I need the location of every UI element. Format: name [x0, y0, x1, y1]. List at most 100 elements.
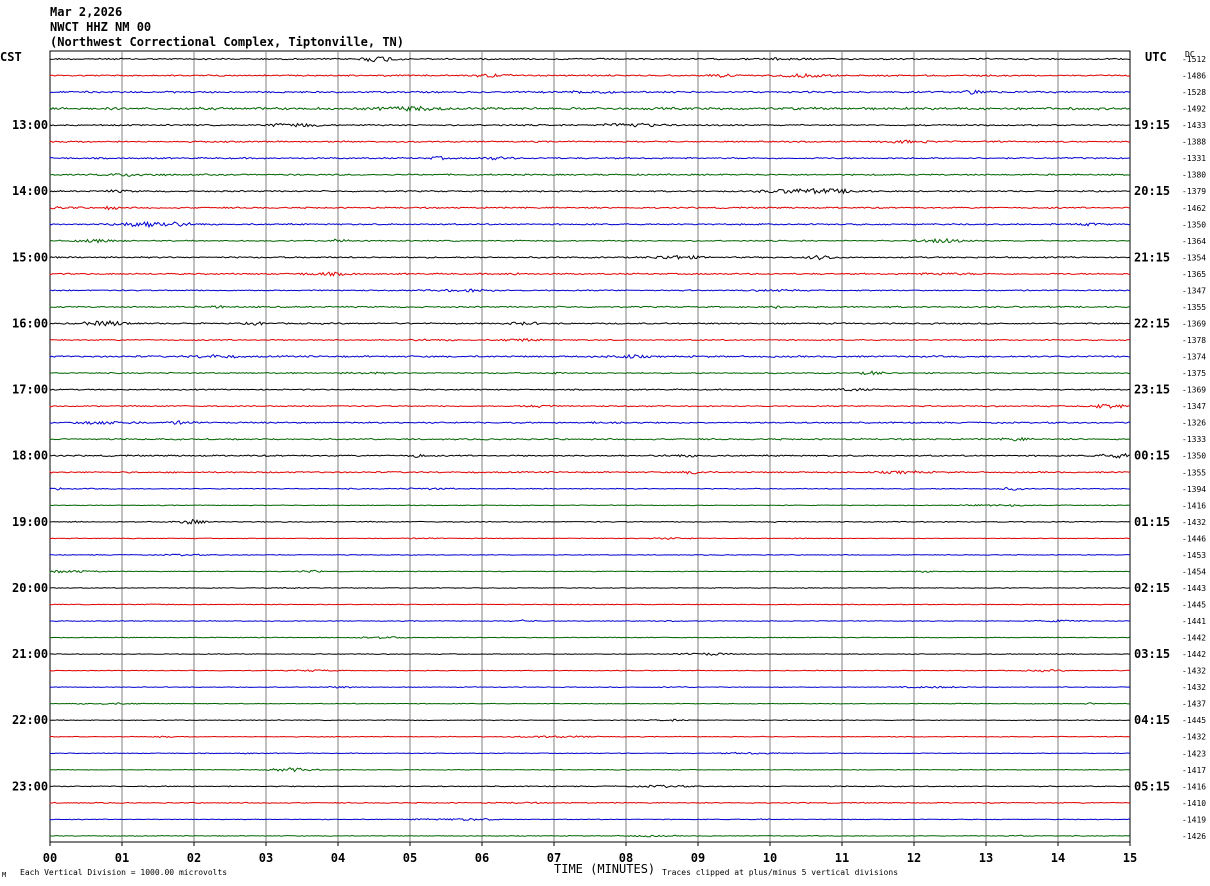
trace-line-24 — [49, 452, 1131, 459]
right-hour-label: 03:15 — [1134, 647, 1170, 661]
trace-line-23 — [49, 436, 1131, 442]
dc-offset-label: -1350 — [1182, 452, 1206, 461]
dc-offset-label: -1355 — [1182, 468, 1206, 477]
dc-offset-label: -1432 — [1182, 667, 1206, 676]
trace-line-36 — [49, 652, 1131, 656]
dc-offset-label: -1432 — [1182, 733, 1206, 742]
header-location: (Northwest Correctional Complex, Tiptonv… — [50, 35, 404, 49]
trace-line-27 — [49, 503, 1130, 507]
trace-line-37 — [49, 669, 1131, 673]
left-hour-label: 18:00 — [12, 449, 48, 463]
trace-line-13 — [49, 271, 1130, 277]
trace-line-19 — [49, 370, 1131, 376]
trace-line-33 — [49, 603, 1131, 606]
left-hour-label: 22:00 — [12, 713, 48, 727]
dc-offset-label: -1410 — [1182, 799, 1206, 808]
dc-offset-label: -1432 — [1182, 683, 1206, 692]
trace-line-21 — [49, 403, 1131, 409]
x-tick-label-12: 12 — [907, 851, 921, 865]
dc-offset-label: -1355 — [1182, 303, 1206, 312]
trace-line-40 — [50, 718, 1131, 722]
dc-offset-label: -1375 — [1182, 369, 1206, 378]
dc-offset-label: -1442 — [1182, 650, 1206, 659]
right-hour-label: 01:15 — [1134, 515, 1170, 529]
left-timezone-label: CST — [0, 50, 22, 64]
dc-offset-label: -1347 — [1182, 402, 1206, 411]
x-tick-label-04: 04 — [331, 851, 345, 865]
dc-offset-label: -1416 — [1182, 782, 1206, 791]
left-hour-label: 16:00 — [12, 316, 48, 330]
trace-line-39 — [49, 702, 1130, 705]
left-hour-label: 21:00 — [12, 647, 48, 661]
dc-offset-label: -1486 — [1182, 72, 1206, 81]
dc-offset-labels: -1512 -1486 -1528 -1492 -1433 -1388 -1331 -1380… — [1182, 55, 1206, 841]
trace-line-8 — [49, 187, 1131, 195]
trace-line-16 — [49, 319, 1131, 327]
minute-gridlines — [121, 51, 1059, 842]
dc-offset-label: -1374 — [1182, 353, 1206, 362]
trace-line-28 — [49, 518, 1131, 525]
trace-line-9 — [49, 205, 1131, 211]
header-station: NWCT HHZ NM 00 — [50, 20, 151, 34]
trace-line-3 — [49, 105, 1131, 113]
trace-line-7 — [49, 173, 1131, 177]
left-hour-label: 14:00 — [12, 184, 48, 198]
trace-line-44 — [49, 784, 1130, 789]
dc-offset-label: -1462 — [1182, 204, 1206, 213]
dc-offset-label: -1364 — [1182, 237, 1206, 246]
dc-offset-label: -1417 — [1182, 766, 1206, 775]
dc-offset-label: -1423 — [1182, 749, 1206, 758]
x-tick-label-09: 09 — [691, 851, 705, 865]
trace-line-26 — [49, 487, 1130, 491]
dc-offset-label: -1441 — [1182, 617, 1206, 626]
trace-line-1 — [49, 72, 1131, 78]
trace-line-10 — [49, 220, 1131, 229]
dc-offset-label: -1394 — [1182, 485, 1206, 494]
left-hour-label: 23:00 — [12, 779, 48, 793]
x-tick-label-06: 06 — [475, 851, 489, 865]
left-hour-label: 13:00 — [12, 118, 48, 132]
x-tick-label-11: 11 — [835, 851, 849, 865]
x-tick-label-10: 10 — [763, 851, 777, 865]
trace-line-32 — [49, 586, 1131, 590]
trace-line-34 — [50, 619, 1131, 623]
dc-offset-label: -1369 — [1182, 386, 1206, 395]
right-hour-label: 04:15 — [1134, 713, 1170, 727]
trace-line-46 — [49, 817, 1131, 822]
dc-offset-label: -1347 — [1182, 286, 1206, 295]
dc-offset-label: -1380 — [1182, 171, 1206, 180]
trace-line-30 — [49, 553, 1131, 557]
trace-line-4 — [49, 122, 1131, 128]
trace-line-25 — [49, 470, 1131, 475]
x-tick-label-01: 01 — [115, 851, 129, 865]
trace-line-45 — [49, 801, 1131, 805]
dc-offset-label: -1445 — [1182, 716, 1206, 725]
trace-line-41 — [49, 735, 1131, 739]
dc-offset-label: -1354 — [1182, 253, 1206, 262]
dc-offset-label: -1416 — [1182, 501, 1206, 510]
trace-line-15 — [49, 304, 1131, 310]
dc-offset-label: -1333 — [1182, 435, 1206, 444]
right-hour-label: 23:15 — [1134, 383, 1170, 397]
x-tick-label-07: 07 — [547, 851, 561, 865]
plot-frame — [49, 50, 1131, 843]
x-axis-tick-labels: 00 01 02 03 04 05 06 07 08 09 10 11 12 13 14 15 — [43, 842, 1137, 865]
dc-offset-label: -1492 — [1182, 105, 1206, 114]
trace-line-0 — [49, 56, 1131, 63]
dc-offset-label: -1369 — [1182, 319, 1206, 328]
x-tick-label-15: 15 — [1123, 851, 1137, 865]
dc-offset-label: -1419 — [1182, 815, 1206, 824]
right-hour-labels: 19:15 20:15 21:15 22:15 23:15 00:15 01:15 02:15… — [1134, 118, 1170, 793]
right-hour-label: 22:15 — [1134, 316, 1170, 330]
trace-line-18 — [49, 353, 1131, 359]
trace-line-5 — [49, 139, 1131, 145]
x-tick-label-02: 02 — [187, 851, 201, 865]
dc-offset-label: -1528 — [1182, 88, 1206, 97]
clip-note: Traces clipped at plus/minus 5 vertical … — [662, 868, 898, 877]
left-hour-labels: 13:00 14:00 15:00 16:00 17:00 18:00 19:00 20:00… — [12, 118, 48, 793]
left-hour-label: 17:00 — [12, 383, 48, 397]
dc-offset-label: -1365 — [1182, 270, 1206, 279]
left-hour-label: 19:00 — [12, 515, 48, 529]
trace-line-47 — [49, 834, 1131, 838]
